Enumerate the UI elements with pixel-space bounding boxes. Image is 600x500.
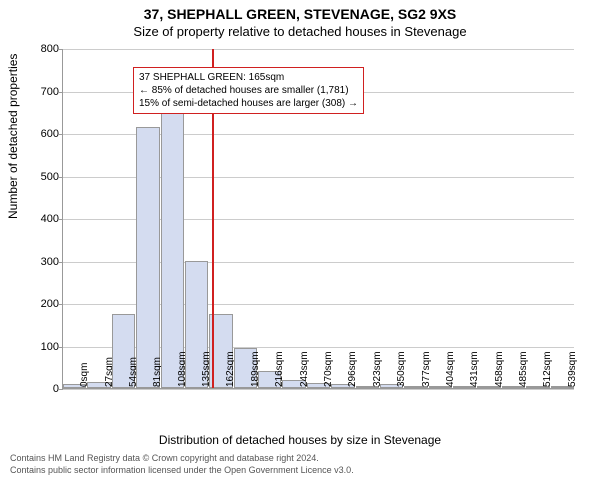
x-tick-label: 377sqm bbox=[421, 351, 432, 387]
x-tick-label: 485sqm bbox=[518, 351, 529, 387]
x-tick-label: 323sqm bbox=[372, 351, 383, 387]
x-tick-label: 458sqm bbox=[494, 351, 505, 387]
y-tick-label: 0 bbox=[23, 383, 59, 395]
y-tick-label: 200 bbox=[23, 298, 59, 310]
y-tick-mark bbox=[59, 92, 63, 93]
annotation-line1: 37 SHEPHALL GREEN: 165sqm bbox=[139, 71, 358, 84]
y-tick-label: 300 bbox=[23, 256, 59, 268]
annotation-line2: ← 85% of detached houses are smaller (1,… bbox=[139, 84, 358, 97]
footer-line2: Contains public sector information licen… bbox=[10, 465, 590, 477]
y-tick-mark bbox=[59, 134, 63, 135]
y-tick-label: 800 bbox=[23, 43, 59, 55]
page-subtitle: Size of property relative to detached ho… bbox=[0, 22, 600, 39]
page-title: 37, SHEPHALL GREEN, STEVENAGE, SG2 9XS bbox=[0, 0, 600, 22]
y-tick-mark bbox=[59, 49, 63, 50]
annotation-line3: 15% of semi-detached houses are larger (… bbox=[139, 97, 358, 110]
bar bbox=[136, 127, 159, 388]
x-tick-label: 404sqm bbox=[445, 351, 456, 387]
y-tick-mark bbox=[59, 219, 63, 220]
x-tick-label: 350sqm bbox=[396, 351, 407, 387]
x-tick-label: 296sqm bbox=[347, 351, 358, 387]
y-tick-mark bbox=[59, 389, 63, 390]
gridline bbox=[63, 49, 574, 50]
annotation-box: 37 SHEPHALL GREEN: 165sqm ← 85% of detac… bbox=[133, 67, 364, 114]
x-tick-label: 512sqm bbox=[542, 351, 553, 387]
plot-area: 01002003004005006007008000sqm27sqm54sqm8… bbox=[62, 49, 574, 389]
x-axis-label: Distribution of detached houses by size … bbox=[0, 433, 600, 447]
x-tick-label: 270sqm bbox=[323, 351, 334, 387]
chart-area: Number of detached properties 0100200300… bbox=[0, 39, 600, 449]
y-tick-mark bbox=[59, 347, 63, 348]
footer: Contains HM Land Registry data © Crown c… bbox=[0, 449, 600, 476]
gridline bbox=[63, 389, 574, 390]
y-tick-label: 400 bbox=[23, 213, 59, 225]
y-tick-mark bbox=[59, 177, 63, 178]
bar bbox=[161, 112, 184, 388]
y-tick-label: 100 bbox=[23, 341, 59, 353]
footer-line1: Contains HM Land Registry data © Crown c… bbox=[10, 453, 590, 465]
y-tick-mark bbox=[59, 262, 63, 263]
x-tick-label: 539sqm bbox=[567, 351, 578, 387]
y-tick-label: 700 bbox=[23, 86, 59, 98]
y-tick-mark bbox=[59, 304, 63, 305]
y-tick-label: 500 bbox=[23, 171, 59, 183]
y-axis-label: Number of detached properties bbox=[6, 54, 20, 219]
x-tick-label: 243sqm bbox=[299, 351, 310, 387]
y-tick-label: 600 bbox=[23, 128, 59, 140]
x-tick-label: 431sqm bbox=[469, 351, 480, 387]
